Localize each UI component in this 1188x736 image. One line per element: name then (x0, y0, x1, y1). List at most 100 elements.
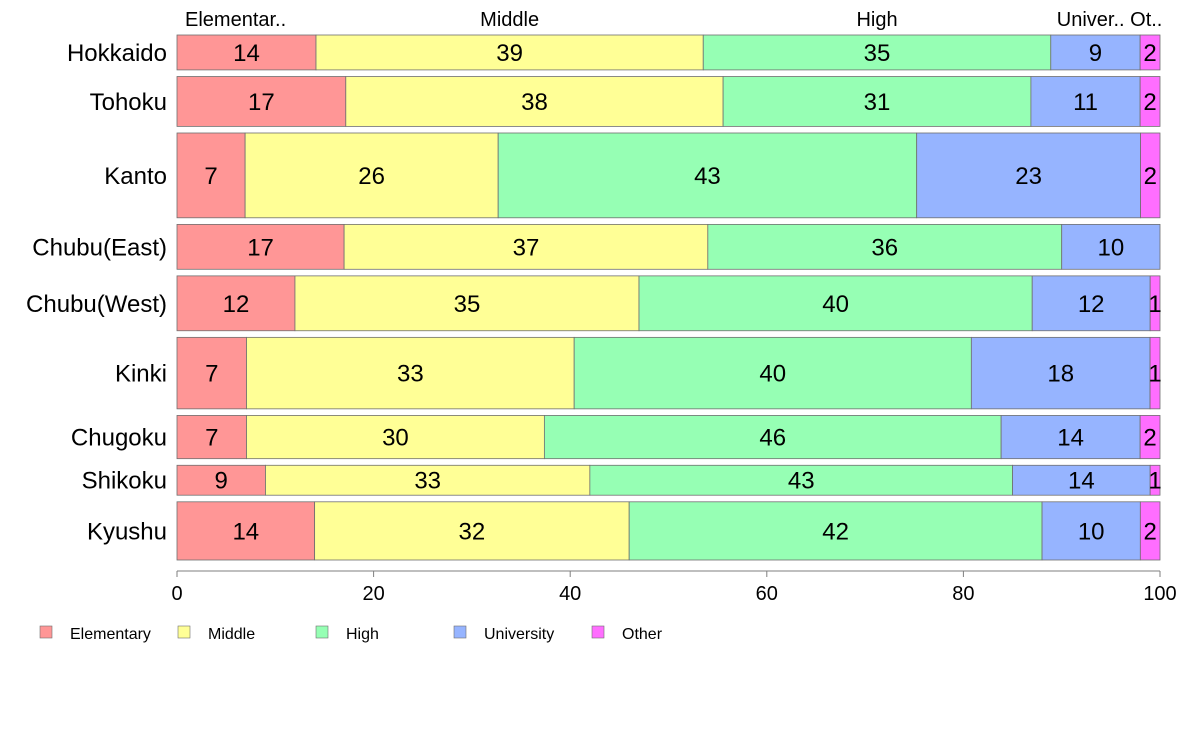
category-label: Chubu(East) (32, 234, 167, 261)
bar-segment-chugoku-high (543, 415, 1002, 460)
bar-segment-tohoku-other (1139, 76, 1161, 127)
bar-segment-hokkaido-university (1050, 34, 1141, 71)
bar-segment-tohoku-university (1030, 76, 1141, 127)
bar-segment-chugoku-middle (246, 415, 545, 460)
bar-segment-chubu-west--high (638, 275, 1033, 332)
data-label: 14 (232, 518, 259, 545)
data-label: 33 (414, 468, 441, 495)
bar-segment-kyushu-other (1139, 501, 1161, 561)
bar-segment-tohoku-high (722, 76, 1032, 127)
bar-segment-hokkaido-middle (315, 34, 704, 71)
bar-segment-kinki-other (1149, 336, 1161, 410)
data-label: 7 (205, 361, 218, 388)
data-label: 9 (215, 468, 228, 495)
x-tick-label: 60 (756, 583, 778, 605)
data-label: 10 (1097, 234, 1124, 261)
data-label: 17 (247, 234, 274, 261)
x-tick-label: 20 (362, 583, 384, 605)
legend-swatch-middle (177, 625, 191, 639)
x-tick-label: 80 (952, 583, 974, 605)
data-label: 2 (1143, 89, 1156, 116)
data-label: 18 (1047, 361, 1074, 388)
bar-segment-shikoku-high (589, 464, 1013, 496)
category-label: Chugoku (71, 425, 167, 452)
bar-segment-kinki-elementary (176, 336, 247, 410)
legend-label: Elementary (70, 626, 151, 643)
x-tick-label: 40 (559, 583, 581, 605)
data-label: 14 (1068, 468, 1095, 495)
bar-segment-hokkaido-elementary (176, 34, 317, 71)
bar-segment-kyushu-university (1041, 501, 1141, 561)
bar-segment-hokkaido-other (1139, 34, 1161, 71)
top-segment-label: Elementar.. (185, 9, 286, 31)
data-label: 11 (1073, 89, 1098, 116)
bar-segment-shikoku-other (1149, 464, 1161, 496)
legend-label: Middle (208, 626, 255, 643)
category-label: Shikoku (82, 468, 167, 495)
legend-label: University (484, 626, 554, 643)
category-label: Tohoku (90, 89, 167, 116)
data-label: 14 (233, 40, 260, 67)
data-label: 37 (513, 234, 540, 261)
data-label: 9 (1089, 40, 1102, 67)
bar-segment-kanto-middle (244, 132, 499, 219)
data-label: 1 (1148, 291, 1161, 318)
data-label: 26 (358, 163, 385, 190)
data-label: 14 (1057, 425, 1084, 452)
bar-segment-kyushu-middle (314, 501, 630, 561)
data-label: 10 (1078, 518, 1105, 545)
data-label: 40 (759, 361, 786, 388)
data-label: 1 (1148, 361, 1161, 388)
data-label: 35 (454, 291, 481, 318)
data-label: 38 (521, 89, 548, 116)
bar-segment-tohoku-elementary (176, 76, 347, 127)
data-label: 12 (223, 291, 250, 318)
bar-segment-kinki-university (970, 336, 1151, 410)
bar-segment-shikoku-middle (265, 464, 591, 496)
data-label: 23 (1015, 163, 1042, 190)
bar-segment-chubu-west--other (1149, 275, 1161, 332)
data-label: 17 (248, 89, 275, 116)
data-label: 32 (459, 518, 486, 545)
legend-swatch-elementary (39, 625, 53, 639)
bar-segment-chubu-west--elementary (176, 275, 296, 332)
data-label: 2 (1143, 518, 1156, 545)
data-label: 33 (397, 361, 424, 388)
legend-swatch-other (591, 625, 605, 639)
bar-segment-hokkaido-high (702, 34, 1052, 71)
data-label: 7 (205, 425, 218, 452)
bar-segment-kanto-high (497, 132, 918, 219)
x-tick-label: 0 (171, 583, 182, 605)
top-segment-label: Ot.. (1130, 9, 1162, 31)
data-label: 30 (382, 425, 409, 452)
legend-swatch-university (453, 625, 467, 639)
bar-segment-kyushu-high (628, 501, 1043, 561)
top-segment-label: Middle (480, 9, 539, 31)
bar-segment-shikoku-university (1012, 464, 1151, 496)
legend-label: High (346, 626, 379, 643)
data-label: 43 (788, 468, 815, 495)
bar-segment-chugoku-other (1139, 415, 1161, 460)
data-label: 2 (1143, 40, 1156, 67)
category-label: Kinki (115, 361, 167, 388)
data-label: 2 (1144, 163, 1157, 190)
bar-segment-chubu-west--middle (294, 275, 640, 332)
data-label: 2 (1143, 425, 1156, 452)
bar-segment-chugoku-university (1000, 415, 1141, 460)
bar-segment-kinki-high (573, 336, 972, 410)
data-label: 36 (871, 234, 898, 261)
bar-segment-kyushu-elementary (176, 501, 316, 561)
data-label: 40 (822, 291, 849, 318)
bar-segment-shikoku-elementary (176, 464, 266, 496)
legend-swatch-high (315, 625, 329, 639)
data-label: 1 (1148, 468, 1161, 495)
data-label: 12 (1078, 291, 1105, 318)
category-label: Kanto (104, 163, 167, 190)
bar-segment-chubu-east--middle (343, 223, 709, 270)
data-label: 35 (864, 40, 891, 67)
data-label: 46 (759, 425, 786, 452)
data-label: 7 (204, 163, 217, 190)
x-tick-label: 100 (1143, 583, 1176, 605)
bar-segment-chubu-east--elementary (176, 223, 345, 270)
